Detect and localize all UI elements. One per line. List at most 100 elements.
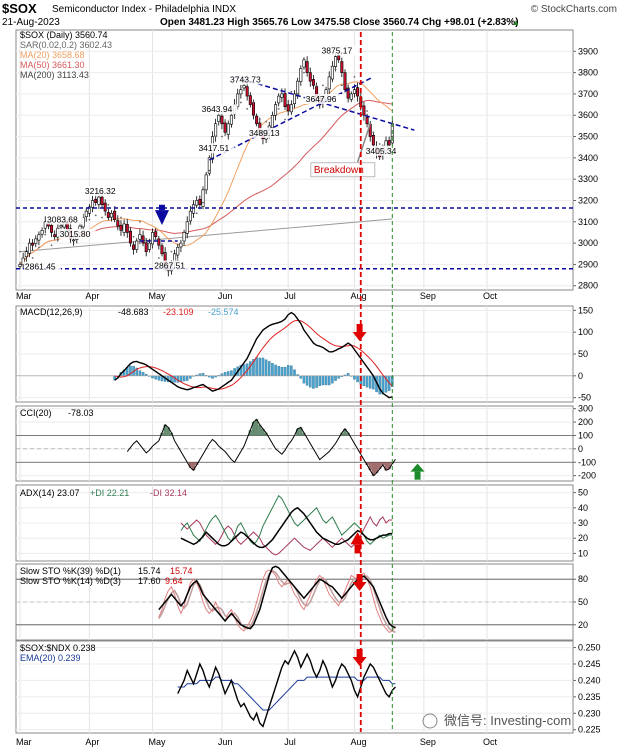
- sar-dot: [353, 75, 356, 78]
- cci-neg-fill: [371, 462, 375, 476]
- x-month-label-bottom: Oct: [483, 737, 498, 747]
- cci-pos-fill: [248, 430, 252, 436]
- sar-dot: [284, 118, 286, 121]
- sto-k14-line: [158, 569, 396, 634]
- adx-legend-minus: -DI 32.14: [150, 488, 187, 498]
- macd-line: [114, 311, 393, 399]
- price-y-label: 3200: [578, 195, 598, 205]
- cci-y-label: 0: [578, 444, 583, 454]
- price-panel: [15, 29, 574, 291]
- price-legend-item: $SOX (Daily) 3560.74: [20, 30, 108, 40]
- cci-neg-fill: [378, 462, 382, 469]
- price-annotation: 3643.94: [202, 104, 233, 114]
- macd-hist-bar: [220, 373, 224, 376]
- x-month-label: Sep: [420, 291, 436, 301]
- candle-body: [151, 232, 155, 245]
- red-down-arrow-sto-icon: [352, 582, 367, 591]
- price-legend-item: SAR(0.02,0.2) 3602.43: [20, 40, 112, 50]
- candle-body: [21, 257, 25, 266]
- sto-legend1-k: 15.74: [138, 566, 161, 576]
- candle-body: [387, 140, 391, 146]
- cci-y-label: -200: [578, 471, 596, 481]
- candle-body: [371, 134, 375, 146]
- sar-dot: [132, 235, 135, 238]
- candle-body: [330, 65, 334, 80]
- candle-body: [277, 95, 281, 104]
- price-annotation: 3647.96: [306, 94, 337, 104]
- x-month-label: Oct: [483, 291, 498, 301]
- sar-dot: [107, 203, 110, 206]
- cci-y-label: 200: [578, 417, 593, 427]
- x-month-label: May: [149, 291, 167, 301]
- blue-arrow-stem: [158, 204, 165, 211]
- candle-body: [116, 220, 120, 227]
- green-arrow-stem: [414, 471, 421, 480]
- annotation-bg: [304, 94, 342, 105]
- macd-hist-bar: [327, 375, 331, 386]
- candle-body: [59, 225, 63, 228]
- candle-body: [160, 245, 164, 255]
- candle-body: [248, 95, 252, 105]
- price-annotation: 2861.45: [25, 262, 56, 272]
- candle-body: [84, 210, 88, 217]
- x-month-label: Apr: [85, 291, 99, 301]
- sto-legend2-k: 17.60: [138, 576, 161, 586]
- sar-dot: [88, 218, 91, 221]
- macd-hist-bar: [324, 375, 328, 386]
- candle-body: [280, 93, 284, 98]
- candle-body: [97, 196, 101, 205]
- sar-dot: [265, 120, 268, 123]
- macd-hist-bar: [185, 375, 189, 381]
- macd-hist-bar: [201, 373, 205, 376]
- candle-body: [94, 198, 98, 203]
- ratio-y-label: 0.250: [578, 643, 601, 653]
- price-annotation: 3417.51: [198, 143, 229, 153]
- candle-body: [113, 210, 117, 220]
- macd-hist-bar: [286, 365, 290, 376]
- sar-dot: [296, 93, 299, 95]
- macd-hist-bar: [274, 364, 277, 376]
- breakdown-box: [310, 162, 376, 178]
- red-down-arrow-macd-icon: [352, 332, 367, 341]
- price-annotation: 3405.34: [366, 146, 397, 156]
- price-y-label: 3100: [578, 217, 598, 227]
- sar-dot: [157, 257, 160, 259]
- sar-dot: [366, 110, 368, 112]
- sar-dot: [328, 88, 331, 91]
- adx-y-label: 30: [578, 518, 588, 528]
- candle-body: [220, 115, 224, 125]
- candle-body: [34, 238, 38, 244]
- candle-body: [119, 224, 123, 231]
- macd-hist-bar: [302, 375, 306, 384]
- candle-body: [337, 55, 341, 61]
- macd-hist-bar: [223, 372, 227, 376]
- candle-body: [198, 198, 202, 206]
- candle-body: [242, 85, 246, 89]
- macd-hist-bar: [249, 361, 252, 376]
- cci-pos-fill: [166, 427, 170, 436]
- sar-dot: [303, 71, 305, 74]
- chg-arrow: ▲: [512, 18, 520, 27]
- sar-dot: [290, 90, 293, 93]
- ratio-line: [177, 649, 396, 728]
- price-annotation: 3875.17: [322, 46, 353, 56]
- sto-y-label: 20: [578, 620, 588, 630]
- macd-hist-bar: [189, 375, 192, 379]
- macd-legend-name: MACD(12,26,9): [20, 307, 83, 317]
- x-month-label: Jun: [218, 291, 233, 301]
- macd-hist-bar: [157, 375, 161, 381]
- cci-neg-fill: [387, 462, 391, 469]
- x-month-label-bottom: Jun: [218, 737, 233, 747]
- candle-body: [362, 105, 366, 116]
- candle-body: [201, 189, 205, 207]
- price-annotation: 3743.73: [230, 74, 261, 84]
- sar-dot: [252, 101, 255, 104]
- candle-body: [229, 114, 233, 125]
- red-up-arrow-stem: [354, 544, 361, 554]
- sar-dot: [120, 216, 122, 219]
- candle-body: [204, 174, 208, 191]
- price-y-label: 3800: [578, 68, 598, 78]
- ma200-line: [19, 218, 393, 253]
